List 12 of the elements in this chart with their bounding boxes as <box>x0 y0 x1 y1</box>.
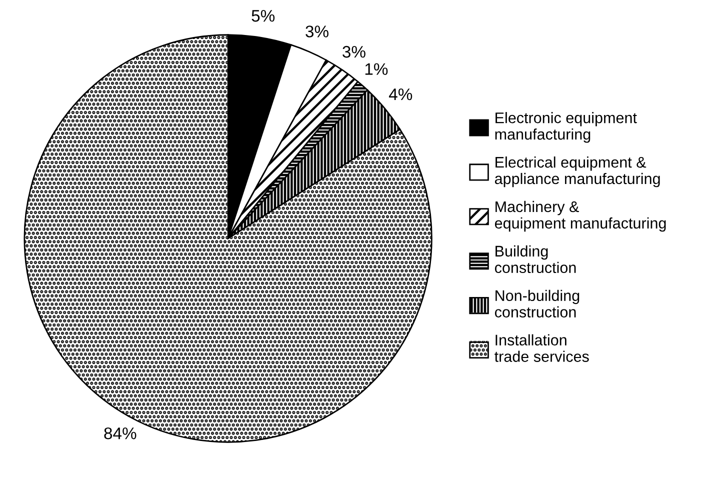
legend-label: Electronic equipment manufacturing <box>495 112 637 143</box>
legend-label: Machinery & equipment manufacturing <box>494 200 666 232</box>
legend-label: Non-building construction <box>494 290 580 318</box>
data-label: 4% <box>388 88 412 100</box>
data-label: 5% <box>252 10 275 22</box>
data-label: 84% <box>104 427 136 440</box>
legend-label: Electrical equipment & appliance manufacturing <box>494 156 660 188</box>
legend-label: Installation trade services <box>494 334 589 362</box>
data-label: 1% <box>365 63 388 75</box>
data-label: 3% <box>306 26 328 38</box>
data-label: 3% <box>342 46 366 58</box>
legend-label: Building construction <box>494 245 576 274</box>
